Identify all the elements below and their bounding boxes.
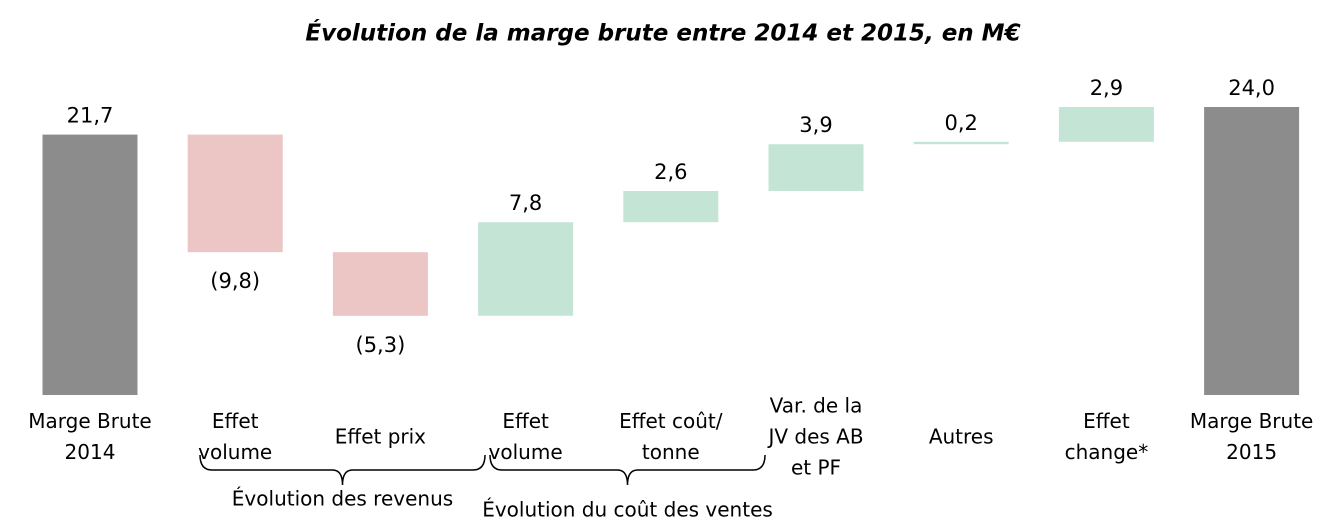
x-tick-label: Var. de la <box>770 394 863 418</box>
value-label: 2,9 <box>1090 76 1123 100</box>
x-tick-label: Marge Brute <box>1190 409 1314 433</box>
value-label: (9,8) <box>210 269 260 293</box>
x-tick-label: JV des AB <box>766 425 863 449</box>
bar <box>1204 107 1300 395</box>
bar <box>42 134 138 395</box>
x-tick-label: 2015 <box>1226 440 1277 464</box>
x-tick-label: Effet <box>1083 409 1130 433</box>
value-label: 24,0 <box>1228 76 1275 100</box>
x-tick-label: change* <box>1065 440 1149 464</box>
bar <box>187 134 283 253</box>
value-label: 7,8 <box>509 191 542 215</box>
group-bracket <box>199 454 486 486</box>
group-label: Évolution des revenus <box>232 487 453 511</box>
x-tick-label: 2014 <box>65 440 116 464</box>
x-tick-label: Marge Brute <box>28 409 152 433</box>
value-label: (5,3) <box>356 333 406 357</box>
x-tick-label: tonne <box>642 440 700 464</box>
x-tick-label: Effet prix <box>335 425 426 449</box>
value-label: 3,9 <box>799 113 832 137</box>
x-tick-label: volume <box>489 440 563 464</box>
group-bracket <box>489 454 766 486</box>
x-tick-label: Autres <box>929 425 994 449</box>
bar <box>768 144 864 191</box>
bar <box>1058 107 1154 142</box>
x-tick-label: Effet <box>502 409 549 433</box>
bar <box>332 252 428 316</box>
x-tick-label: volume <box>198 440 272 464</box>
bar <box>913 141 1009 145</box>
x-tick-label: et PF <box>791 456 841 480</box>
x-tick-label: Effet coût/ <box>619 409 723 433</box>
chart-title: Évolution de la marge brute entre 2014 e… <box>305 19 1020 47</box>
bar <box>478 222 574 316</box>
x-tick-label: Effet <box>212 409 259 433</box>
group-label: Évolution du coût des ventes <box>482 498 773 522</box>
value-label: 2,6 <box>654 160 687 184</box>
value-label: 0,2 <box>944 111 977 135</box>
bar <box>623 191 719 223</box>
value-label: 21,7 <box>67 104 114 128</box>
